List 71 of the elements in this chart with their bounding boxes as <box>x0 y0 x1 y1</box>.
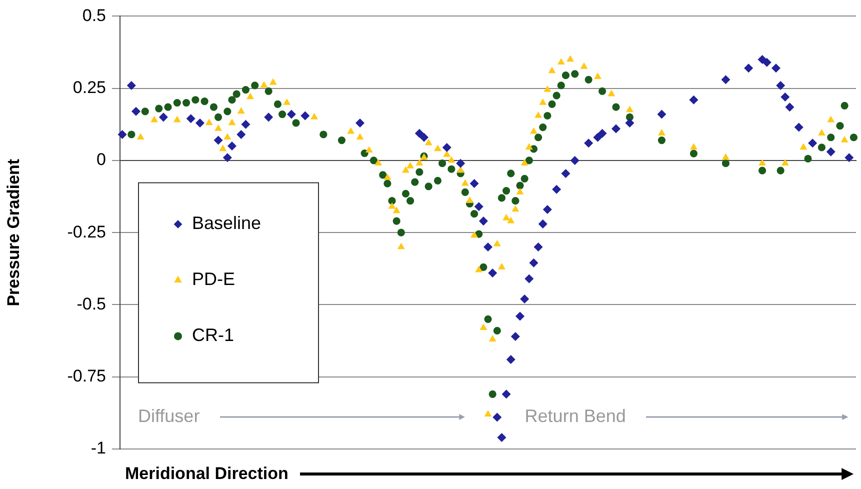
y-tick-label: -0.75 <box>67 366 106 386</box>
point <box>456 159 465 168</box>
point <box>236 130 246 139</box>
point <box>118 130 127 139</box>
point <box>612 124 620 134</box>
point <box>415 129 424 138</box>
point <box>808 138 817 148</box>
point <box>223 153 232 162</box>
point <box>214 136 223 145</box>
point <box>598 129 607 138</box>
point <box>689 96 698 104</box>
y-tick-label: -0.5 <box>76 294 106 314</box>
point <box>420 133 428 142</box>
point <box>470 179 479 188</box>
point <box>524 274 534 284</box>
point <box>552 185 561 194</box>
y-axis-title: Pressure Gradient <box>4 158 23 306</box>
point <box>264 112 273 122</box>
point <box>529 258 538 268</box>
point <box>844 153 854 162</box>
x-axis-title: Meridional Direction <box>125 464 288 484</box>
point <box>772 64 780 72</box>
point <box>502 390 511 398</box>
y-tick-label: -0.25 <box>67 222 106 242</box>
point <box>497 433 506 442</box>
point <box>794 122 804 132</box>
point <box>625 118 634 128</box>
point <box>506 355 516 364</box>
point <box>488 268 497 278</box>
point <box>561 169 570 178</box>
point <box>785 102 794 112</box>
point <box>241 120 250 129</box>
annotation: Return Bend <box>524 406 626 426</box>
y-tick-label: 0.5 <box>82 6 106 25</box>
point <box>442 143 452 152</box>
point <box>538 220 548 228</box>
point <box>520 294 529 304</box>
point <box>492 412 502 422</box>
point <box>534 242 543 252</box>
point <box>570 156 580 165</box>
point <box>132 107 140 116</box>
point <box>228 142 236 150</box>
point <box>479 216 488 226</box>
point <box>159 112 168 122</box>
y-tick-label: -1 <box>90 438 106 458</box>
point <box>744 64 753 72</box>
point <box>657 110 666 119</box>
legend-label: PD-E <box>192 269 236 290</box>
point <box>300 111 310 120</box>
point <box>474 202 484 211</box>
point <box>196 118 204 128</box>
point <box>511 332 520 341</box>
point <box>356 118 364 128</box>
point <box>776 81 785 90</box>
legend-label: Baseline <box>192 213 262 234</box>
point <box>593 133 602 142</box>
legend-label: CR-1 <box>192 325 234 346</box>
point <box>826 148 836 156</box>
point <box>186 114 196 123</box>
point <box>516 312 524 321</box>
point <box>584 138 593 148</box>
point <box>762 58 772 67</box>
point <box>780 92 790 102</box>
point <box>543 205 552 214</box>
point <box>127 81 136 90</box>
point <box>721 75 730 84</box>
point <box>287 110 296 119</box>
point <box>484 242 492 252</box>
annotation: Diffuser <box>138 406 200 426</box>
y-tick-label: 0.25 <box>72 78 106 98</box>
y-tick-label: 0 <box>96 150 106 170</box>
